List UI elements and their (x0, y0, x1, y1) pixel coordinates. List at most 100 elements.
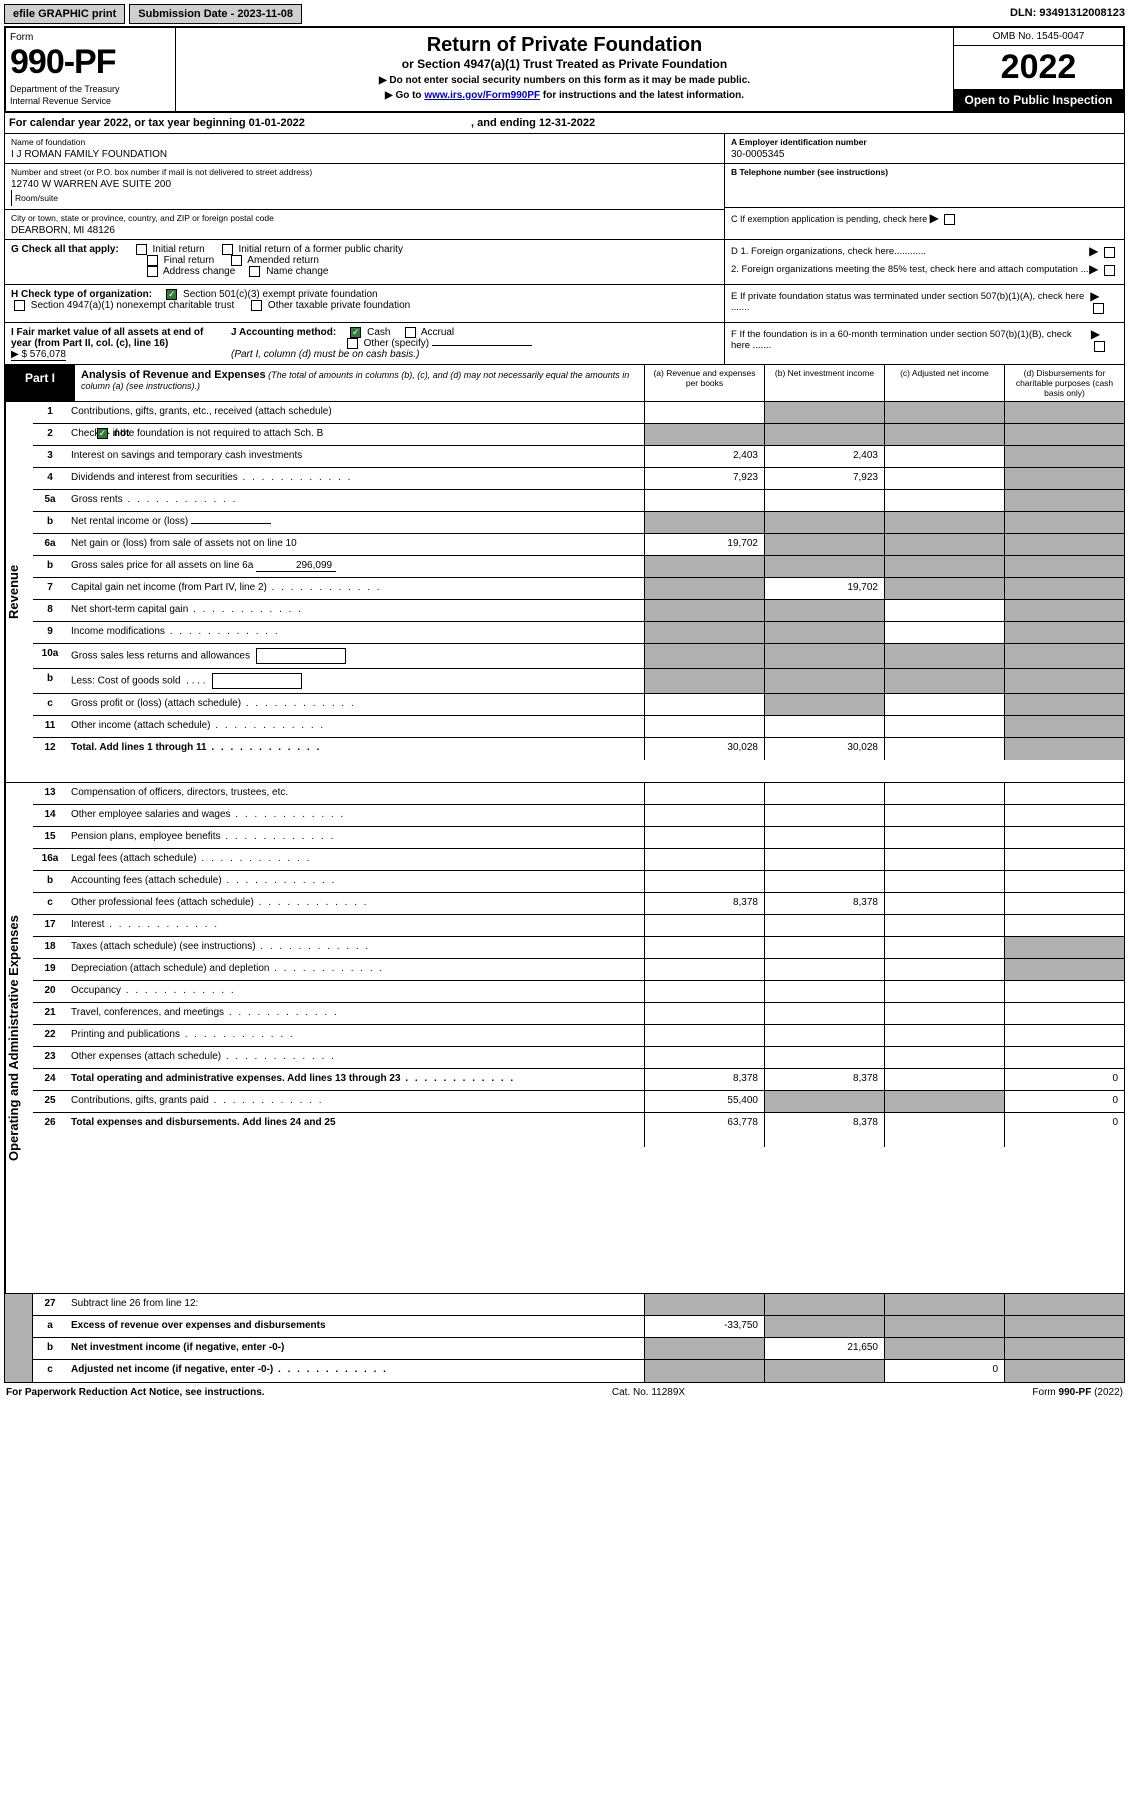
part1-header: Part I Analysis of Revenue and Expenses … (4, 365, 1125, 402)
col-b-header: (b) Net investment income (764, 365, 884, 401)
form-title: Return of Private Foundation (186, 34, 943, 57)
i-label: I Fair market value of all assets at end… (11, 327, 203, 349)
open-inspection-badge: Open to Public Inspection (954, 89, 1123, 111)
j-note: (Part I, column (d) must be on cash basi… (231, 349, 419, 360)
part1-title: Analysis of Revenue and Expenses (81, 369, 266, 381)
d1-checkbox[interactable] (1104, 247, 1115, 258)
address-label: Number and street (or P.O. box number if… (11, 167, 718, 177)
entity-block: Name of foundation I J ROMAN FAMILY FOUN… (4, 134, 1125, 240)
form-subtitle: or Section 4947(a)(1) Trust Treated as P… (186, 57, 943, 71)
line-6b: Gross sales price for all assets on line… (67, 556, 644, 577)
line-18: Taxes (attach schedule) (see instruction… (67, 937, 644, 958)
j-label: J Accounting method: (231, 327, 336, 338)
top-meta-bar: efile GRAPHIC print Submission Date - 20… (4, 4, 1125, 24)
expenses-side-label: Operating and Administrative Expenses (5, 783, 33, 1293)
dept-irs: Internal Revenue Service (10, 96, 171, 106)
h-label: H Check type of organization: (11, 289, 152, 300)
line-20: Occupancy (67, 981, 644, 1002)
f-checkbox[interactable] (1094, 341, 1105, 352)
section-h-e: H Check type of organization: Section 50… (4, 285, 1125, 323)
line-21: Travel, conferences, and meetings (67, 1003, 644, 1024)
d2-label: 2. Foreign organizations meeting the 85%… (731, 264, 1089, 275)
line-27: Subtract line 26 from line 12: (67, 1294, 644, 1315)
e-checkbox[interactable] (1093, 303, 1104, 314)
foundation-name-label: Name of foundation (11, 137, 718, 147)
efile-button[interactable]: efile GRAPHIC print (4, 4, 125, 24)
g-address-checkbox[interactable] (147, 266, 158, 277)
g-name-checkbox[interactable] (249, 266, 260, 277)
d2-checkbox[interactable] (1104, 265, 1115, 276)
line-22: Printing and publications (67, 1025, 644, 1046)
line-10b: Less: Cost of goods sold . . . . (67, 669, 644, 693)
footer-formno: Form 990-PF (2022) (1032, 1387, 1123, 1398)
part1-tag: Part I (5, 365, 75, 401)
form-note-link: ▶ Go to www.irs.gov/Form990PF for instru… (186, 90, 943, 101)
col-a-header: (a) Revenue and expenses per books (644, 365, 764, 401)
revenue-side-label: Revenue (5, 402, 33, 782)
line-10a: Gross sales less returns and allowances (67, 644, 644, 668)
line-17: Interest (67, 915, 644, 936)
form-note-ssn: ▶ Do not enter social security numbers o… (186, 75, 943, 86)
irs-link[interactable]: www.irs.gov/Form990PF (424, 90, 540, 101)
f-label: F If the foundation is in a 60-month ter… (731, 329, 1091, 351)
line-12: Total. Add lines 1 through 11 (67, 738, 644, 760)
line-9: Income modifications (67, 622, 644, 643)
dept-treasury: Department of the Treasury (10, 84, 171, 94)
footer-paperwork: For Paperwork Reduction Act Notice, see … (6, 1387, 265, 1398)
g-initial-checkbox[interactable] (136, 244, 147, 255)
i-value: ▶ $ 576,078 (11, 349, 66, 361)
c-pending-label: C If exemption application is pending, c… (731, 214, 927, 224)
c-pending-checkbox[interactable] (944, 214, 955, 225)
line-14: Other employee salaries and wages (67, 805, 644, 826)
telephone-label: B Telephone number (see instructions) (731, 167, 1118, 177)
section-ij-f: I Fair market value of all assets at end… (4, 323, 1125, 365)
section-g-d: G Check all that apply: Initial return I… (4, 240, 1125, 285)
line-3: Interest on savings and temporary cash i… (67, 446, 644, 467)
line-11: Other income (attach schedule) (67, 716, 644, 737)
d1-label: D 1. Foreign organizations, check here..… (731, 246, 926, 257)
j-other-checkbox[interactable] (347, 338, 358, 349)
line-27c: Adjusted net income (if negative, enter … (67, 1360, 644, 1382)
page-footer: For Paperwork Reduction Act Notice, see … (4, 1383, 1125, 1402)
g-label: G Check all that apply: (11, 244, 119, 255)
e-label: E If private foundation status was termi… (731, 291, 1090, 313)
form-word: Form (10, 32, 171, 43)
omb-number: OMB No. 1545-0047 (954, 28, 1123, 46)
h-other-checkbox[interactable] (251, 300, 262, 311)
footer-catno: Cat. No. 11289X (612, 1387, 685, 1398)
tax-year: 2022 (954, 46, 1123, 89)
line-16b: Accounting fees (attach schedule) (67, 871, 644, 892)
address: 12740 W WARREN AVE SUITE 200 (11, 179, 718, 190)
j-cash-checkbox[interactable] (350, 327, 361, 338)
h-501c3-checkbox[interactable] (166, 289, 177, 300)
j-accrual-checkbox[interactable] (405, 327, 416, 338)
h-4947-checkbox[interactable] (14, 300, 25, 311)
g-amended-checkbox[interactable] (231, 255, 242, 266)
g-final-checkbox[interactable] (147, 255, 158, 266)
form-number: 990-PF (10, 43, 171, 82)
line-19: Depreciation (attach schedule) and deple… (67, 959, 644, 980)
g-initial-former-checkbox[interactable] (222, 244, 233, 255)
line-25: Contributions, gifts, grants paid (67, 1091, 644, 1112)
line-15: Pension plans, employee benefits (67, 827, 644, 848)
city: DEARBORN, MI 48126 (11, 225, 718, 236)
col-c-header: (c) Adjusted net income (884, 365, 1004, 401)
line-4: Dividends and interest from securities (67, 468, 644, 489)
line-27b: Net investment income (if negative, ente… (67, 1338, 644, 1359)
line-2: Check ▶ if the foundation is not require… (67, 424, 644, 445)
city-label: City or town, state or province, country… (11, 213, 718, 223)
submission-date-button[interactable]: Submission Date - 2023-11-08 (129, 4, 302, 24)
line-8: Net short-term capital gain (67, 600, 644, 621)
col-d-header: (d) Disbursements for charitable purpose… (1004, 365, 1124, 401)
line-5a: Gross rents (67, 490, 644, 511)
line-26: Total expenses and disbursements. Add li… (67, 1113, 644, 1147)
ein-label: A Employer identification number (731, 137, 1118, 147)
line-27a: Excess of revenue over expenses and disb… (67, 1316, 644, 1337)
line-10c: Gross profit or (loss) (attach schedule) (67, 694, 644, 715)
line-7: Capital gain net income (from Part IV, l… (67, 578, 644, 599)
line-1: Contributions, gifts, grants, etc., rece… (67, 402, 644, 423)
line-16a: Legal fees (attach schedule) (67, 849, 644, 870)
line-2-checkbox[interactable] (97, 428, 108, 439)
revenue-table: Revenue 1Contributions, gifts, grants, e… (4, 402, 1125, 783)
line-24: Total operating and administrative expen… (67, 1069, 644, 1090)
